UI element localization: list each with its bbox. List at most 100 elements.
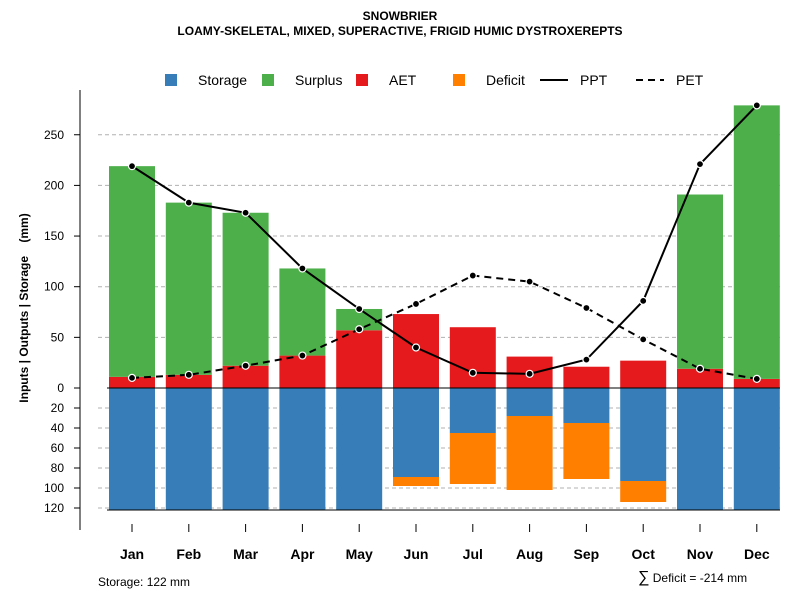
ppt-point-jul <box>468 368 477 377</box>
storage-bar-dec <box>733 388 780 510</box>
legend-swatch-surplus <box>262 74 274 86</box>
aet-bar-feb <box>165 374 212 388</box>
pet-point-nov <box>695 364 705 373</box>
y-tick-label-upper-100: 100 <box>44 280 64 294</box>
pet-point-jul <box>468 271 477 280</box>
legend-label-surplus: Surplus <box>295 72 342 88</box>
y-tick-label-lower-40: 40 <box>51 421 65 435</box>
pet-point-may <box>355 325 364 334</box>
storage-bar-sep <box>563 388 610 423</box>
y-tick-label-upper-0: 0 <box>57 381 64 395</box>
y-tick-label-upper-50: 50 <box>51 330 65 344</box>
storage-total: Storage: 122 mm <box>98 575 191 589</box>
ppt-point-feb <box>184 198 193 207</box>
surplus-bar-dec <box>733 105 780 379</box>
chart-title: SNOWBRIER <box>362 9 438 23</box>
aet-bar-nov <box>677 368 723 388</box>
y-tick-label-lower-20: 20 <box>51 401 65 415</box>
storage-bar-aug <box>506 388 553 416</box>
x-label-jan: Jan <box>120 546 144 562</box>
ppt-point-dec <box>752 101 761 110</box>
legend-swatch-storage <box>165 74 177 86</box>
storage-bar-apr <box>279 388 326 510</box>
legend-label-aet: AET <box>389 72 417 88</box>
y-tick-label-upper-150: 150 <box>44 229 64 243</box>
y-tick-label-lower-80: 80 <box>51 461 65 475</box>
chart-subtitle: LOAMY-SKELETAL, MIXED, SUPERACTIVE, FRIG… <box>177 24 623 38</box>
sum-symbol: ∑ <box>638 569 650 586</box>
ppt-point-nov <box>695 160 705 169</box>
x-label-jul: Jul <box>463 546 483 562</box>
surplus-bar-feb <box>165 202 212 375</box>
x-label-oct: Oct <box>632 546 656 562</box>
pet-point-jan <box>127 373 137 382</box>
deficit-bar-jun <box>393 477 439 486</box>
storage-bar-may <box>336 388 383 510</box>
x-label-mar: Mar <box>233 546 258 562</box>
storage-bar-jul <box>449 388 496 433</box>
ppt-line <box>131 104 758 375</box>
x-label-aug: Aug <box>516 546 543 562</box>
surplus-bar-nov <box>677 194 723 369</box>
legend-label-storage: Storage <box>198 72 247 88</box>
ppt-point-jan <box>127 162 137 171</box>
x-label-nov: Nov <box>687 546 714 562</box>
x-label-apr: Apr <box>290 546 315 562</box>
storage-bar-mar <box>222 388 269 510</box>
deficit-total: Deficit = -214 mm <box>652 571 748 585</box>
pet-point-feb <box>184 370 193 379</box>
deficit-bar-oct <box>620 481 667 502</box>
storage-bar-feb <box>165 388 212 510</box>
legend-label-pet: PET <box>676 72 704 88</box>
pet-point-apr <box>298 351 307 360</box>
x-label-may: May <box>346 546 373 562</box>
storage-bar-jan <box>109 388 155 510</box>
aet-bar-jul <box>449 327 496 388</box>
ppt-point-apr <box>298 264 307 273</box>
y-tick-label-lower-100: 100 <box>44 481 64 495</box>
pet-point-dec <box>752 374 761 383</box>
legend-label-ppt: PPT <box>580 72 608 88</box>
x-label-sep: Sep <box>574 546 600 562</box>
aet-bar-dec <box>733 378 780 388</box>
deficit-bar-aug <box>506 416 553 490</box>
pet-point-jun <box>411 299 421 309</box>
ppt-point-jun <box>411 343 421 352</box>
surplus-bar-jan <box>109 166 155 377</box>
y-axis-label: Inputs | Outputs | Storage (mm) <box>17 213 31 402</box>
y-tick-label-lower-120: 120 <box>44 501 64 515</box>
legend-swatch-deficit <box>453 74 465 86</box>
x-label-feb: Feb <box>176 546 201 562</box>
aet-bar-oct <box>620 360 667 388</box>
deficit-bar-sep <box>563 423 610 479</box>
pet-point-sep <box>582 303 591 313</box>
aet-bar-jan <box>109 376 155 388</box>
x-label-jun: Jun <box>404 546 429 562</box>
y-tick-label-lower-60: 60 <box>51 441 65 455</box>
aet-bar-sep <box>563 366 610 388</box>
storage-bar-nov <box>677 388 723 510</box>
y-tick-label-upper-200: 200 <box>44 178 64 192</box>
surplus-bar-apr <box>279 268 326 356</box>
aet-bar-mar <box>222 365 269 388</box>
ppt-point-aug <box>525 369 534 378</box>
aet-bar-apr <box>279 355 326 388</box>
pet-point-oct <box>639 335 648 344</box>
legend-label-deficit: Deficit <box>486 72 525 88</box>
pet-point-mar <box>241 361 250 370</box>
ppt-point-oct <box>639 296 648 305</box>
deficit-bar-jul <box>449 433 496 484</box>
storage-bar-oct <box>620 388 667 481</box>
surplus-bar-mar <box>222 212 269 366</box>
ppt-point-may <box>355 304 364 314</box>
pet-line <box>131 274 757 380</box>
storage-bar-jun <box>393 388 439 477</box>
ppt-point-sep <box>582 355 591 364</box>
y-tick-label-upper-250: 250 <box>44 128 64 142</box>
aet-bar-may <box>336 330 383 388</box>
pet-point-aug <box>525 277 534 286</box>
x-label-dec: Dec <box>744 546 770 562</box>
ppt-point-mar <box>241 208 250 217</box>
legend-swatch-aet <box>356 74 368 86</box>
